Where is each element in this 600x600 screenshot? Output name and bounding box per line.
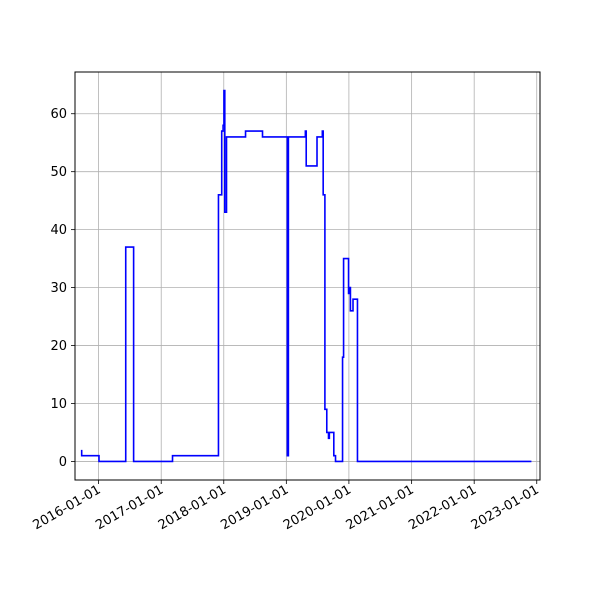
y-tick-label: 60: [50, 107, 67, 122]
y-tick-label: 0: [59, 455, 67, 470]
y-axis: 0 10 20 30 40 50 60: [50, 107, 75, 470]
y-tick-label: 20: [50, 339, 67, 354]
y-tick-label: 30: [50, 281, 67, 296]
y-tick-label: 50: [50, 165, 67, 180]
y-tick-label: 10: [50, 397, 67, 412]
series-line: [80, 89, 532, 463]
axes-frame: [74, 71, 541, 481]
series-layer: [80, 89, 532, 463]
y-tick-label: 40: [50, 223, 67, 238]
